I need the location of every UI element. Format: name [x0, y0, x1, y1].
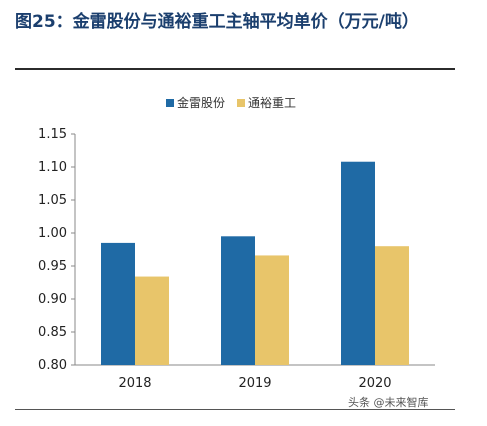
bottom-rule [15, 409, 455, 410]
y-tick-label: 0.85 [38, 325, 67, 340]
title-rule [15, 68, 455, 70]
legend-swatch-series-2 [237, 98, 246, 107]
y-tick-label: 1.05 [38, 193, 67, 208]
watermark: 头条 @未来智库 [348, 396, 429, 409]
y-tick-label: 1.15 [38, 127, 67, 142]
legend-label-series-1: 金雷股份 [177, 96, 226, 110]
figure-title: 图25：金雷股份与通裕重工主轴平均单价（万元/吨） [15, 12, 419, 32]
x-tick-label: 2019 [238, 376, 271, 391]
legend-item-series-1: 金雷股份 [166, 94, 225, 111]
bar-series-1-2018 [101, 242, 135, 365]
bar-series-2-2019 [255, 255, 289, 365]
y-tick-label: 0.80 [38, 358, 67, 373]
x-tick-label: 2020 [358, 376, 391, 391]
bar-series-2-2020 [375, 246, 409, 365]
bar-series-1-2020 [341, 161, 375, 365]
chart-legend: 金雷股份 通裕重工 [166, 94, 308, 111]
legend-swatch-series-1 [166, 98, 174, 107]
legend-label-series-2: 通裕重工 [248, 96, 297, 110]
bar-series-1-2019 [221, 236, 255, 365]
x-tick-label: 2018 [118, 376, 151, 391]
legend-item-series-2: 通裕重工 [237, 94, 296, 111]
bar-series-2-2018 [135, 276, 169, 365]
y-tick-label: 1.10 [38, 160, 67, 175]
y-tick-label: 0.95 [38, 259, 67, 274]
y-tick-label: 1.00 [38, 226, 67, 241]
y-tick-label: 0.90 [38, 292, 67, 307]
